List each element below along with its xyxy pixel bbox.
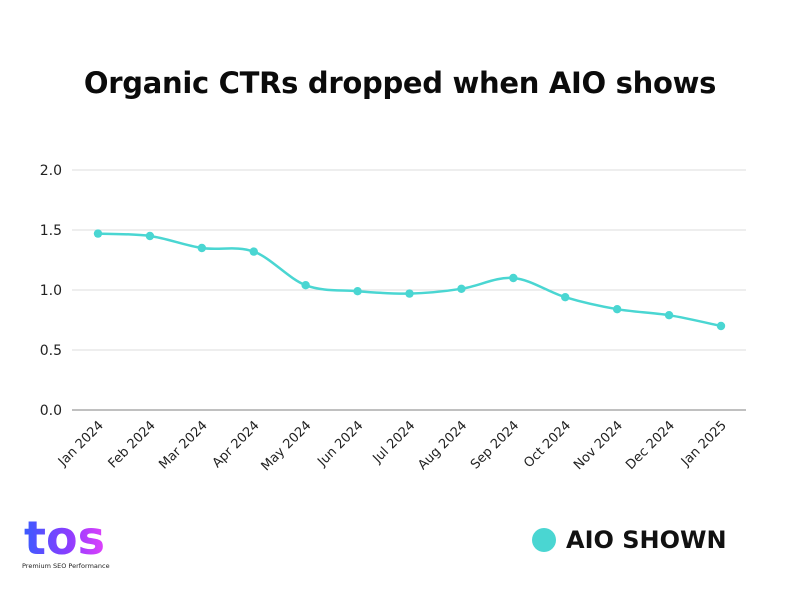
chart-title: Organic CTRs dropped when AIO shows <box>83 66 717 100</box>
x-tick-label: Mar 2024 <box>156 418 210 472</box>
logo-mark: tos <box>24 511 105 565</box>
y-tick-label: 1.0 <box>40 283 62 299</box>
data-point <box>197 243 207 253</box>
x-tick-label: Sep 2024 <box>468 418 522 472</box>
x-tick-label: Nov 2024 <box>571 418 626 473</box>
data-point <box>301 281 310 290</box>
x-tick-label: Jul 2024 <box>370 418 419 467</box>
y-axis-ticks: 0.0 0.5 1.0 1.5 2.0 <box>40 163 62 419</box>
data-point <box>249 247 258 256</box>
x-tick-label: May 2024 <box>259 418 315 474</box>
data-point <box>561 293 570 302</box>
x-tick-label: Jan 2025 <box>678 418 730 470</box>
data-point <box>716 321 726 331</box>
x-tick-label: Jun 2024 <box>314 418 366 470</box>
logo-tagline: Premium SEO Performance <box>22 562 110 570</box>
series-line-aio-shown <box>97 232 722 328</box>
y-tick-label: 0.5 <box>40 343 62 359</box>
data-point <box>405 289 414 298</box>
x-tick-label: Apr 2024 <box>210 418 263 471</box>
data-point <box>145 231 155 241</box>
data-point <box>353 287 362 296</box>
x-tick-label: Oct 2024 <box>521 418 574 471</box>
x-tick-label: Feb 2024 <box>106 418 159 471</box>
logo-wordmark: tos <box>24 512 105 562</box>
y-tick-label: 2.0 <box>40 163 62 179</box>
x-tick-label: Jan 2024 <box>55 418 107 470</box>
legend-marker <box>532 528 556 552</box>
legend: AIO SHOWN <box>532 522 727 558</box>
y-tick-label: 0.0 <box>40 403 62 419</box>
series-group <box>93 229 726 331</box>
data-point <box>612 305 622 314</box>
data-point <box>664 311 674 320</box>
data-point <box>457 284 466 293</box>
x-tick-label: Aug 2024 <box>415 418 470 473</box>
tos-logo: tos Premium SEO Performance <box>22 511 142 574</box>
data-point <box>93 229 103 238</box>
data-point <box>509 273 518 283</box>
legend-label: AIO SHOWN <box>566 526 727 554</box>
y-tick-label: 1.5 <box>40 223 62 239</box>
x-tick-label: Dec 2024 <box>623 418 678 473</box>
